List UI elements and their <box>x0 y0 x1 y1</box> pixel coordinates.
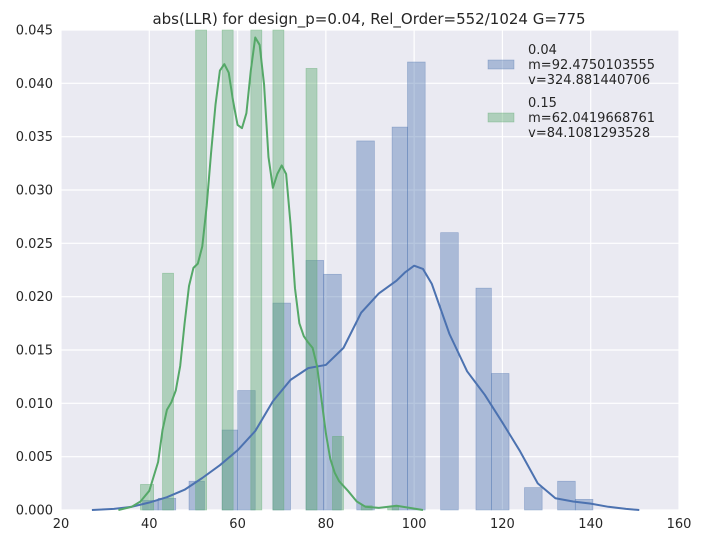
kde-line-series-1 <box>91 264 640 511</box>
y-tick-label: 0.005 <box>16 450 53 465</box>
y-tick-label: 0.040 <box>16 77 53 92</box>
histogram-bar-series-2 <box>250 29 263 511</box>
x-tick-label: 40 <box>141 517 158 532</box>
histogram-bar-series-1 <box>440 232 459 511</box>
x-tick-label: 80 <box>318 517 335 532</box>
kde-line-series-2 <box>118 36 424 511</box>
histogram-bar-series-1 <box>407 61 426 511</box>
histogram-bar-series-2 <box>221 29 234 511</box>
y-tick-label: 0.045 <box>16 24 53 39</box>
chart-title: abs(LLR) for design_p=0.04, Rel_Order=55… <box>152 10 585 29</box>
histogram-bar-series-1 <box>356 140 375 511</box>
kde-lines <box>91 36 640 511</box>
histogram-bars <box>140 29 594 511</box>
y-tick-label: 0.010 <box>16 397 53 412</box>
legend-swatch-series-1 <box>487 59 515 70</box>
y-tick-label: 0.030 <box>16 184 53 199</box>
x-tick-label: 60 <box>229 517 246 532</box>
plot-area <box>61 30 679 510</box>
x-tick-label: 140 <box>578 517 603 532</box>
x-tick-label: 120 <box>490 517 515 532</box>
histogram-bar-series-2 <box>272 29 285 511</box>
histogram-bar-series-1 <box>475 287 492 511</box>
histogram-bar-series-1 <box>491 373 510 511</box>
histogram-bar-series-1 <box>574 499 594 511</box>
y-tick-label: 0.020 <box>16 290 53 305</box>
histogram-bar-series-2 <box>162 272 174 511</box>
y-tick-label: 0.025 <box>16 237 53 252</box>
legend-swatch-series-2 <box>487 112 515 123</box>
x-tick-label: 20 <box>53 517 70 532</box>
y-axis: 0.000 0.005 0.010 0.015 0.020 0.025 0.030 0.035… <box>16 24 53 519</box>
histogram-bar-series-2 <box>195 29 207 511</box>
histogram-bar-series-2 <box>305 68 318 511</box>
histogram-bar-series-2 <box>332 436 344 511</box>
y-tick-label: 0.015 <box>16 344 53 359</box>
legend-label-series-1: 0.04 m=92.4750103555 v=324.881440706 <box>524 43 655 88</box>
y-tick-label: 0.000 <box>16 504 53 519</box>
y-tick-label: 0.035 <box>16 130 53 145</box>
legend: 0.04 m=92.4750103555 v=324.881440706 0.15… <box>487 43 655 141</box>
histogram-bar-series-1 <box>391 126 408 511</box>
grid <box>60 29 680 511</box>
legend-label-series-2: 0.15 m=62.0419668761 v=84.1081293528 <box>524 96 655 141</box>
x-tick-label: 100 <box>402 517 427 532</box>
histogram-bar-series-1 <box>524 487 543 511</box>
histogram-bar-series-2 <box>140 484 154 511</box>
x-axis: 20 40 60 80 100 120 140 160 <box>53 517 692 532</box>
histogram-bar-series-1 <box>557 480 576 511</box>
x-tick-label: 160 <box>667 517 692 532</box>
